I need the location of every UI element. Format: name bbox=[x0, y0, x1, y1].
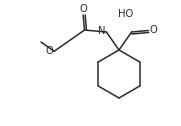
Text: O: O bbox=[150, 25, 157, 36]
Text: HO: HO bbox=[119, 9, 134, 19]
Text: O: O bbox=[45, 46, 53, 56]
Text: O: O bbox=[79, 4, 87, 14]
Text: N: N bbox=[98, 26, 105, 37]
